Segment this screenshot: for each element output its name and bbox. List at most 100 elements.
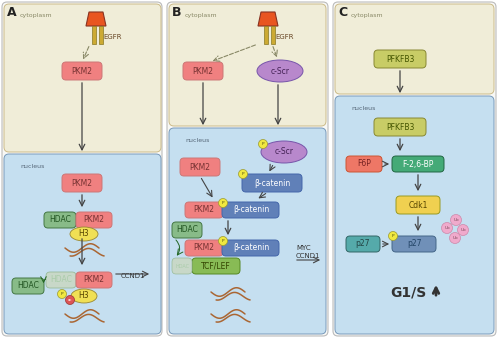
- FancyBboxPatch shape: [333, 2, 496, 336]
- Circle shape: [450, 215, 462, 225]
- Text: PFKFB3: PFKFB3: [386, 122, 414, 131]
- Text: C: C: [338, 6, 347, 20]
- FancyBboxPatch shape: [92, 26, 96, 44]
- Text: PKM2: PKM2: [192, 67, 214, 75]
- Text: EGFR: EGFR: [104, 34, 122, 40]
- Text: p27: p27: [356, 240, 370, 248]
- FancyBboxPatch shape: [12, 278, 44, 294]
- Text: H3: H3: [78, 291, 90, 300]
- Text: PKM2: PKM2: [190, 163, 210, 171]
- Text: β-catenin: β-catenin: [233, 206, 269, 215]
- Ellipse shape: [71, 289, 97, 303]
- Text: PKM2: PKM2: [72, 178, 92, 188]
- FancyBboxPatch shape: [346, 156, 382, 172]
- Text: CCND1: CCND1: [121, 273, 145, 279]
- Text: PKM2: PKM2: [194, 206, 214, 215]
- Text: PKM2: PKM2: [84, 275, 104, 285]
- FancyBboxPatch shape: [44, 212, 76, 228]
- Text: P: P: [242, 172, 244, 176]
- Circle shape: [66, 295, 74, 305]
- Text: HDAC: HDAC: [175, 264, 189, 268]
- Text: β-catenin: β-catenin: [233, 243, 269, 252]
- Text: ac: ac: [68, 298, 72, 302]
- Ellipse shape: [261, 141, 307, 163]
- Text: cytoplasm: cytoplasm: [20, 14, 52, 19]
- Text: nucleus: nucleus: [185, 138, 210, 143]
- Text: Ub: Ub: [460, 228, 466, 232]
- Text: P: P: [392, 234, 394, 238]
- Text: MYC: MYC: [296, 245, 310, 251]
- FancyBboxPatch shape: [264, 26, 268, 44]
- FancyBboxPatch shape: [4, 154, 161, 334]
- Text: G1/S: G1/S: [390, 285, 426, 299]
- Text: P: P: [222, 239, 224, 243]
- Circle shape: [450, 233, 460, 243]
- Text: PKM2: PKM2: [72, 67, 92, 75]
- FancyBboxPatch shape: [46, 272, 76, 288]
- FancyBboxPatch shape: [392, 156, 444, 172]
- Text: PFKFB3: PFKFB3: [386, 54, 414, 64]
- Text: HDAC: HDAC: [49, 216, 71, 224]
- Ellipse shape: [70, 227, 98, 241]
- Circle shape: [442, 222, 452, 234]
- Text: H3: H3: [78, 230, 90, 239]
- FancyBboxPatch shape: [2, 2, 162, 336]
- FancyBboxPatch shape: [271, 26, 275, 44]
- Text: p27: p27: [407, 240, 421, 248]
- Ellipse shape: [257, 60, 303, 82]
- Text: Ub: Ub: [444, 226, 450, 230]
- Circle shape: [58, 290, 66, 298]
- Polygon shape: [258, 12, 278, 26]
- FancyBboxPatch shape: [4, 4, 161, 152]
- FancyBboxPatch shape: [335, 96, 494, 334]
- Polygon shape: [86, 12, 106, 26]
- FancyBboxPatch shape: [62, 62, 102, 80]
- Text: P: P: [262, 142, 264, 146]
- Circle shape: [258, 140, 268, 148]
- Text: HDAC: HDAC: [17, 282, 39, 290]
- Text: HDAC: HDAC: [50, 275, 72, 285]
- FancyBboxPatch shape: [392, 236, 436, 252]
- FancyBboxPatch shape: [222, 240, 279, 256]
- Text: PKM2: PKM2: [84, 216, 104, 224]
- FancyBboxPatch shape: [222, 202, 279, 218]
- Text: c-Scr: c-Scr: [270, 67, 289, 75]
- FancyBboxPatch shape: [169, 128, 326, 334]
- FancyBboxPatch shape: [76, 212, 112, 228]
- Text: P: P: [60, 292, 64, 296]
- Circle shape: [458, 224, 468, 236]
- Text: F-2,6-BP: F-2,6-BP: [402, 160, 434, 169]
- FancyBboxPatch shape: [374, 118, 426, 136]
- Text: Cdk1: Cdk1: [408, 200, 428, 210]
- FancyBboxPatch shape: [335, 4, 494, 94]
- Text: B: B: [172, 6, 182, 20]
- Text: cytoplasm: cytoplasm: [351, 14, 384, 19]
- Circle shape: [218, 237, 228, 245]
- Text: TCF/LEF: TCF/LEF: [201, 262, 231, 270]
- FancyBboxPatch shape: [346, 236, 380, 252]
- Circle shape: [238, 169, 248, 178]
- Text: F6P: F6P: [357, 160, 371, 169]
- FancyBboxPatch shape: [62, 174, 102, 192]
- FancyBboxPatch shape: [76, 272, 112, 288]
- FancyBboxPatch shape: [242, 174, 302, 192]
- FancyBboxPatch shape: [374, 50, 426, 68]
- Text: PKM2: PKM2: [194, 243, 214, 252]
- Text: HDAC: HDAC: [176, 225, 198, 235]
- FancyBboxPatch shape: [172, 258, 192, 274]
- Circle shape: [388, 232, 398, 241]
- Text: Ub: Ub: [453, 218, 459, 222]
- Text: c-Scr: c-Scr: [274, 147, 293, 156]
- Text: CCND1: CCND1: [296, 253, 320, 259]
- FancyBboxPatch shape: [183, 62, 223, 80]
- Text: β-catenin: β-catenin: [254, 178, 290, 188]
- FancyBboxPatch shape: [185, 240, 223, 256]
- Circle shape: [218, 198, 228, 208]
- FancyBboxPatch shape: [172, 222, 202, 238]
- FancyBboxPatch shape: [180, 158, 220, 176]
- FancyBboxPatch shape: [167, 2, 328, 336]
- Text: nucleus: nucleus: [20, 164, 44, 169]
- Text: cytoplasm: cytoplasm: [185, 14, 218, 19]
- FancyBboxPatch shape: [99, 26, 103, 44]
- Text: EGFR: EGFR: [276, 34, 294, 40]
